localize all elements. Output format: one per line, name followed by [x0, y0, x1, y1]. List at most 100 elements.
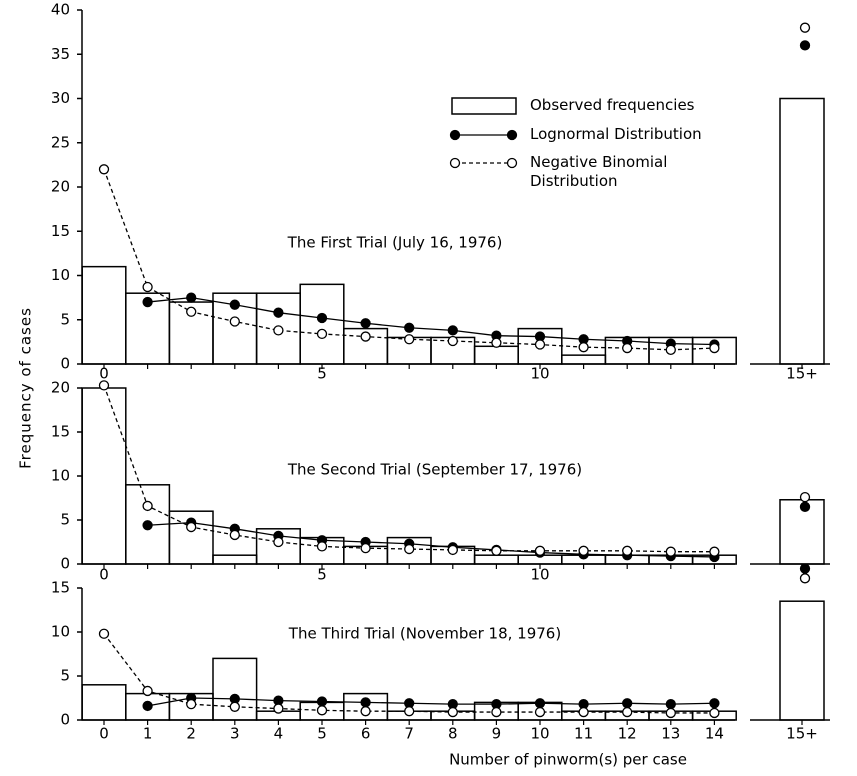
point-marker: [142, 281, 153, 293]
point-marker: [578, 706, 589, 718]
legend-swatch: [451, 97, 517, 115]
point-marker: [491, 706, 502, 718]
y-tick-label: 40: [51, 1, 70, 19]
y-tick-label: 20: [51, 379, 70, 397]
point-marker: [799, 22, 811, 33]
y-tick-label: 15: [51, 579, 70, 597]
point-marker: [404, 706, 415, 717]
point-marker: [360, 331, 371, 342]
y-axis-label: Frequency of cases: [17, 307, 35, 469]
point-marker: [229, 316, 240, 327]
histogram-bar: [691, 336, 737, 365]
point-marker: [186, 292, 197, 303]
point-marker: [709, 546, 720, 557]
series-line: [147, 296, 715, 346]
panel-title: The Third Trial (November 18, 1976): [288, 625, 561, 643]
point-marker: [622, 706, 633, 718]
series-line: [103, 385, 715, 553]
histogram-bar: [299, 283, 345, 365]
x-tick-label: 10: [530, 365, 549, 383]
histogram-bar: [212, 554, 258, 565]
point-marker: [186, 699, 197, 710]
point-marker: [229, 299, 240, 310]
point-marker: [404, 334, 415, 345]
point-marker: [665, 707, 676, 719]
panel-title: The Second Trial (September 17, 1976): [287, 461, 582, 479]
histogram-bar: [212, 657, 258, 721]
panel-title: The First Trial (July 16, 1976): [287, 234, 503, 252]
point-marker: [534, 545, 546, 556]
point-marker: [98, 380, 110, 391]
series-line: [147, 521, 715, 558]
x-tick-label: 8: [448, 725, 458, 743]
point-marker: [142, 685, 153, 697]
point-marker: [534, 698, 546, 709]
point-marker: [447, 544, 458, 556]
point-marker: [316, 328, 328, 340]
point-marker: [360, 697, 371, 708]
y-tick-label: 20: [51, 178, 70, 196]
point-marker: [142, 700, 153, 712]
x-tick-label: 0: [99, 725, 109, 743]
histogram-bar: [473, 345, 519, 365]
point-marker: [534, 339, 546, 350]
point-marker: [665, 546, 676, 557]
point-marker: [98, 628, 110, 639]
point-marker: [404, 543, 415, 555]
point-marker: [142, 500, 153, 512]
x-tick-label: 14: [705, 725, 724, 743]
point-marker: [491, 337, 502, 348]
point-marker: [98, 164, 110, 175]
point-marker: [447, 335, 458, 347]
legend-marker: [449, 129, 461, 141]
point-marker: [360, 318, 371, 329]
point-marker: [186, 306, 197, 317]
histogram-bar: [81, 265, 127, 365]
y-tick-label: 25: [51, 133, 70, 151]
point-marker: [665, 344, 676, 355]
x-tick-label: 5: [317, 365, 327, 383]
y-tick-label: 0: [60, 711, 70, 729]
y-tick-label: 0: [60, 355, 70, 373]
y-tick-label: 5: [60, 310, 70, 328]
point-marker: [273, 536, 284, 548]
point-marker: [799, 501, 811, 512]
point-marker: [799, 491, 811, 503]
point-marker: [622, 342, 633, 354]
point-marker: [229, 529, 240, 541]
x-tick-label: 15+: [786, 365, 818, 383]
legend-label: Observed frequencies: [530, 96, 695, 114]
histogram-bar: [81, 387, 127, 565]
legend-label: Negative Binomial Distribution: [530, 153, 668, 190]
y-tick-label: 10: [51, 467, 70, 485]
series-line: [147, 697, 715, 707]
point-marker: [360, 543, 371, 554]
point-marker: [665, 699, 676, 710]
point-marker: [316, 696, 328, 707]
histogram-bar: [81, 684, 127, 721]
point-marker: [273, 325, 284, 336]
y-tick-label: 0: [60, 555, 70, 573]
x-axis-label: Number of pinworm(s) per case: [449, 751, 687, 769]
x-tick-label: 0: [99, 365, 109, 383]
histogram-bar: [561, 354, 607, 365]
point-marker: [534, 706, 546, 718]
point-marker: [447, 706, 458, 718]
x-tick-label: 15+: [786, 725, 818, 743]
point-marker: [622, 698, 633, 709]
y-tick-label: 10: [51, 266, 70, 284]
point-marker: [622, 545, 633, 556]
histogram-bar: [473, 554, 519, 565]
point-marker: [186, 521, 197, 533]
x-tick-label: 5: [317, 725, 327, 743]
point-marker: [142, 520, 153, 531]
y-tick-label: 15: [51, 423, 70, 441]
y-tick-label: 35: [51, 45, 70, 63]
point-marker: [709, 698, 720, 709]
x-tick-label: 12: [618, 725, 637, 743]
y-tick-label: 5: [60, 667, 70, 685]
point-marker: [273, 307, 284, 318]
y-tick-label: 15: [51, 222, 70, 240]
